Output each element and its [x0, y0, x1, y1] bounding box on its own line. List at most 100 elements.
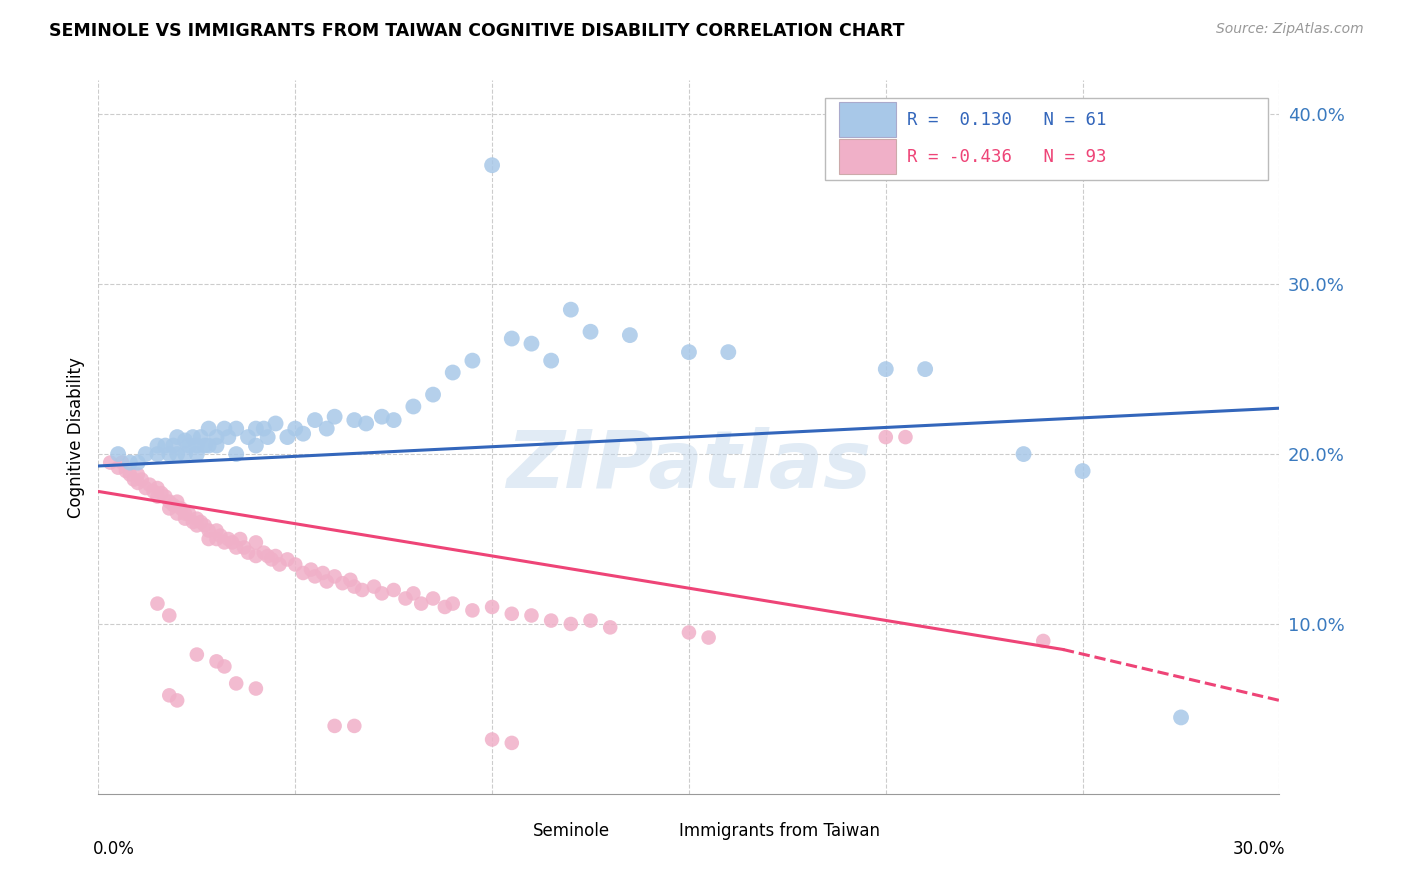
Point	[1012, 447, 1035, 461]
Point	[157, 447, 180, 461]
Point	[520, 608, 543, 623]
Point	[118, 467, 141, 482]
Point	[205, 430, 228, 444]
Point	[127, 475, 149, 490]
Point	[339, 573, 361, 587]
Point	[98, 456, 121, 470]
Text: Source: ZipAtlas.com: Source: ZipAtlas.com	[1216, 22, 1364, 37]
Point	[138, 477, 160, 491]
Point	[678, 625, 700, 640]
Point	[166, 693, 188, 707]
Point	[323, 409, 346, 424]
Point	[142, 484, 165, 499]
Point	[157, 494, 180, 508]
Point	[190, 515, 212, 529]
Point	[162, 498, 184, 512]
Point	[225, 447, 247, 461]
Text: 0.0%: 0.0%	[93, 840, 135, 858]
Point	[122, 473, 145, 487]
Point	[214, 535, 236, 549]
Point	[253, 546, 276, 560]
Point	[225, 541, 247, 555]
Point	[186, 447, 208, 461]
Point	[501, 607, 523, 621]
Point	[186, 439, 208, 453]
Point	[162, 439, 184, 453]
Point	[205, 532, 228, 546]
Bar	[636, 815, 671, 844]
Text: 30.0%: 30.0%	[1233, 840, 1285, 858]
Point	[166, 447, 188, 461]
Text: SEMINOLE VS IMMIGRANTS FROM TAIWAN COGNITIVE DISABILITY CORRELATION CHART: SEMINOLE VS IMMIGRANTS FROM TAIWAN COGNI…	[49, 22, 904, 40]
Point	[1032, 634, 1054, 648]
Point	[229, 532, 252, 546]
Point	[127, 456, 149, 470]
Point	[697, 631, 720, 645]
Point	[194, 518, 217, 533]
Point	[245, 535, 267, 549]
Point	[181, 515, 204, 529]
Point	[205, 439, 228, 453]
Point	[332, 576, 354, 591]
Point	[382, 582, 405, 597]
Point	[174, 507, 197, 521]
Point	[717, 345, 740, 359]
Point	[382, 413, 405, 427]
Point	[304, 413, 326, 427]
Point	[363, 580, 385, 594]
Point	[264, 549, 287, 563]
Point	[304, 569, 326, 583]
Point	[461, 603, 484, 617]
Y-axis label: Cognitive Disability: Cognitive Disability	[66, 357, 84, 517]
Point	[394, 591, 416, 606]
Point	[177, 439, 200, 453]
Text: R = -0.436   N = 93: R = -0.436 N = 93	[907, 148, 1107, 166]
Point	[221, 535, 243, 549]
Point	[186, 648, 208, 662]
Point	[190, 430, 212, 444]
Point	[481, 599, 503, 614]
Point	[166, 507, 188, 521]
Point	[402, 586, 425, 600]
Point	[233, 541, 256, 555]
Point	[214, 659, 236, 673]
Point	[214, 421, 236, 435]
Point	[914, 362, 936, 376]
Point	[150, 486, 173, 500]
Point	[107, 447, 129, 461]
Text: R =  0.130   N = 61: R = 0.130 N = 61	[907, 111, 1107, 128]
Point	[225, 421, 247, 435]
Point	[157, 501, 180, 516]
Point	[174, 434, 197, 448]
Point	[107, 460, 129, 475]
Point	[292, 426, 315, 441]
Point	[174, 511, 197, 525]
Point	[433, 599, 456, 614]
Point	[1170, 710, 1192, 724]
Point	[540, 353, 562, 368]
Point	[875, 362, 897, 376]
Point	[315, 421, 337, 435]
Bar	[839, 102, 896, 137]
Point	[236, 430, 259, 444]
Point	[579, 325, 602, 339]
Point	[194, 439, 217, 453]
Bar	[839, 139, 896, 175]
Point	[276, 430, 298, 444]
Point	[371, 586, 394, 600]
Point	[146, 447, 169, 461]
Point	[284, 558, 307, 572]
Point	[118, 456, 141, 470]
Point	[256, 430, 278, 444]
Point	[276, 552, 298, 566]
Text: ZIPatlas: ZIPatlas	[506, 426, 872, 505]
Point	[520, 336, 543, 351]
Point	[256, 549, 278, 563]
Point	[135, 447, 157, 461]
Point	[371, 409, 394, 424]
Point	[422, 591, 444, 606]
Point	[197, 524, 219, 538]
Point	[299, 563, 322, 577]
Point	[186, 518, 208, 533]
Point	[225, 676, 247, 690]
